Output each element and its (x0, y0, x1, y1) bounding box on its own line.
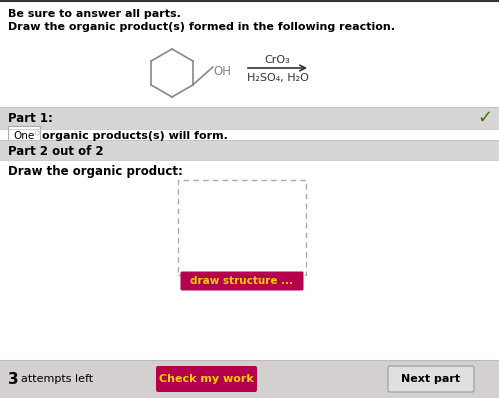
Text: Be sure to answer all parts.: Be sure to answer all parts. (8, 9, 181, 19)
Text: Draw the organic product:: Draw the organic product: (8, 165, 183, 178)
Text: ✓: ✓ (478, 109, 493, 127)
FancyBboxPatch shape (8, 126, 40, 140)
Text: draw structure ...: draw structure ... (191, 276, 293, 286)
Text: H₂SO₄, H₂O: H₂SO₄, H₂O (247, 73, 308, 83)
FancyBboxPatch shape (0, 107, 499, 129)
FancyBboxPatch shape (0, 140, 499, 160)
Text: Next part: Next part (401, 374, 461, 384)
Text: ⬡: ⬡ (34, 131, 39, 137)
Text: 3: 3 (8, 371, 18, 386)
FancyBboxPatch shape (178, 180, 306, 275)
Text: organic products(s) will form.: organic products(s) will form. (42, 131, 228, 141)
FancyBboxPatch shape (388, 366, 474, 392)
FancyBboxPatch shape (181, 271, 303, 291)
Text: OH: OH (214, 65, 232, 78)
Text: Part 1:: Part 1: (8, 112, 53, 125)
FancyBboxPatch shape (0, 360, 499, 398)
Text: One: One (13, 131, 34, 141)
Text: Draw the organic product(s) formed in the following reaction.: Draw the organic product(s) formed in th… (8, 22, 395, 32)
Text: attempts left: attempts left (21, 374, 93, 384)
Text: CrO₃: CrO₃ (264, 55, 290, 65)
Text: Check my work: Check my work (159, 374, 254, 384)
FancyBboxPatch shape (156, 366, 257, 392)
Text: Part 2 out of 2: Part 2 out of 2 (8, 145, 104, 158)
